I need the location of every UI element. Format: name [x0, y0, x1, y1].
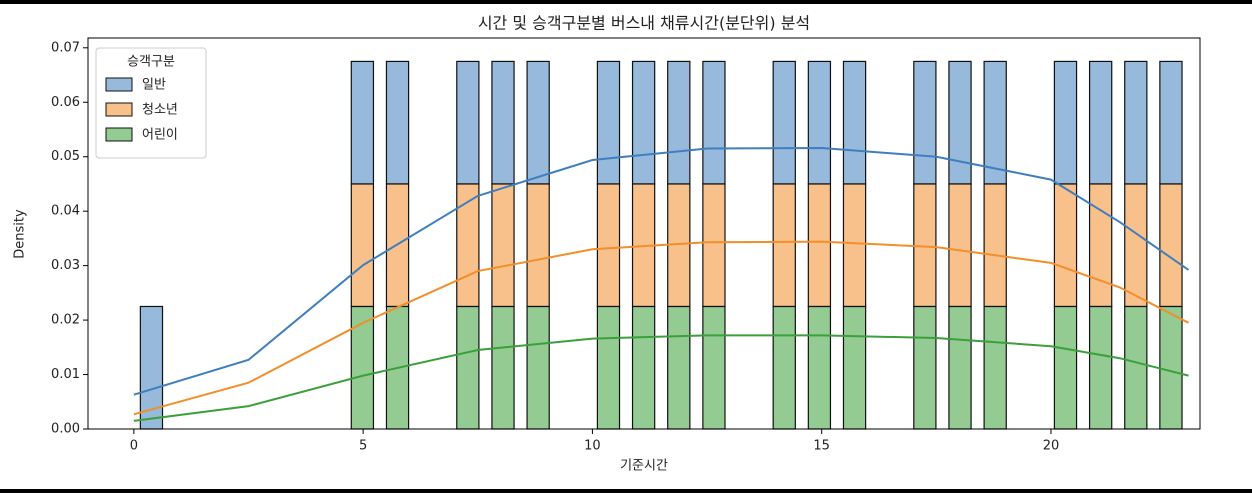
bar — [667, 305, 691, 430]
bar — [842, 183, 867, 308]
kde-line — [133, 240, 1189, 416]
bar — [1159, 305, 1183, 430]
bar — [913, 60, 937, 185]
legend-swatch — [105, 127, 133, 142]
bar — [983, 183, 1007, 308]
bar — [596, 305, 621, 430]
legend-label: 어린이 — [142, 128, 178, 143]
kde-line — [133, 334, 1189, 422]
bar — [385, 60, 410, 185]
bar — [913, 305, 937, 430]
bar — [1124, 183, 1148, 308]
bar — [772, 305, 796, 430]
y-tick-label: 0.00 — [51, 422, 80, 437]
bar — [983, 305, 1007, 430]
legend-title: 승객구분 — [127, 55, 175, 70]
bar — [350, 305, 375, 430]
bar — [772, 60, 796, 185]
bar — [1088, 60, 1113, 185]
bar — [491, 305, 515, 430]
x-tick-label: 0 — [130, 439, 138, 454]
bar — [772, 183, 796, 308]
bar — [1053, 305, 1078, 430]
legend-swatch — [105, 102, 133, 117]
bar — [807, 60, 832, 185]
bar — [1124, 60, 1148, 185]
bar — [1124, 305, 1148, 430]
y-axis-label: Density — [13, 209, 28, 259]
legend-label: 청소년 — [142, 103, 178, 118]
bar — [667, 60, 691, 185]
chart-title: 시간 및 승객구분별 버스내 채류시간(분단위) 분석 — [478, 14, 810, 33]
kde-line — [133, 147, 1190, 396]
bar — [948, 183, 972, 308]
bar — [526, 183, 550, 308]
bar — [491, 60, 515, 185]
bar — [596, 60, 621, 185]
bar — [1088, 183, 1113, 308]
y-tick-label: 0.06 — [51, 95, 80, 110]
bar — [842, 305, 867, 430]
y-tick-label: 0.01 — [51, 367, 80, 382]
y-tick-label: 0.05 — [51, 149, 80, 164]
bar — [1159, 60, 1183, 185]
x-axis-label: 기준시간 — [620, 459, 668, 474]
bar — [526, 60, 550, 185]
bar — [456, 305, 480, 430]
bar — [350, 183, 375, 308]
x-tick-label: 15 — [813, 439, 830, 454]
bottom-border — [0, 489, 1252, 493]
bar — [1159, 183, 1183, 308]
legend-label: 일반 — [142, 78, 166, 93]
bar — [1053, 60, 1078, 185]
bar — [948, 305, 972, 430]
bar — [702, 60, 726, 185]
y-tick-label: 0.07 — [51, 40, 80, 55]
bar — [1053, 183, 1078, 308]
bar — [631, 60, 656, 185]
bar — [631, 305, 656, 430]
bar — [456, 60, 480, 185]
y-tick-label: 0.04 — [51, 204, 80, 219]
x-tick-label: 5 — [359, 439, 367, 454]
bar — [807, 305, 832, 430]
bar — [491, 183, 515, 308]
y-tick-label: 0.02 — [51, 313, 80, 328]
bar — [807, 183, 832, 308]
bar — [702, 305, 726, 430]
bar — [948, 60, 972, 185]
bar — [596, 183, 621, 308]
x-tick-label: 20 — [1043, 439, 1060, 454]
bar — [350, 60, 375, 185]
plot-frame — [87, 37, 1201, 430]
bar — [526, 305, 550, 430]
bar — [842, 60, 867, 185]
y-tick-label: 0.03 — [51, 258, 80, 273]
legend-swatch — [105, 77, 133, 92]
bar — [983, 60, 1007, 185]
top-border — [0, 0, 1252, 4]
bar — [702, 183, 726, 308]
x-tick-label: 10 — [584, 439, 601, 454]
bar — [1088, 305, 1113, 430]
